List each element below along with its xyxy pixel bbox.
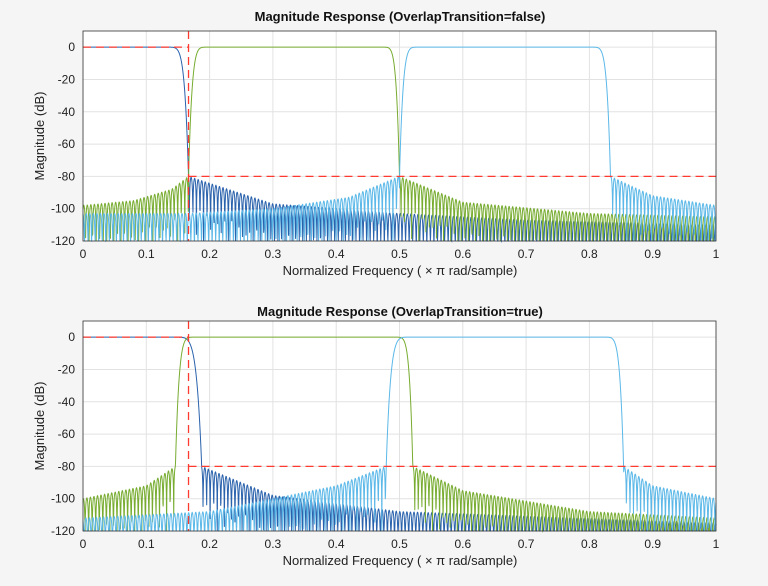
x-tick-label: 0.9 [644,537,661,551]
axes-box [82,30,717,242]
y-tick-label: -40 [58,105,76,119]
y-tick-label: -100 [51,202,75,216]
y-tick-label: -40 [58,395,76,409]
x-tick-label: 0.1 [138,537,155,551]
y-tick-label: -20 [58,72,76,86]
chart-title: Magnitude Response (OverlapTransition=fa… [255,9,546,24]
series-line-band3 [82,336,717,532]
axes-overlap-false: Magnitude Response (OverlapTransition=fa… [32,9,720,278]
x-tick-label: 1 [713,247,720,261]
x-tick-label: 0.7 [518,537,535,551]
axes-overlap-true: Magnitude Response (OverlapTransition=tr… [32,304,720,568]
y-tick-label: -60 [58,427,76,441]
x-tick-label: 0.3 [265,537,282,551]
x-tick-label: 0.9 [644,247,661,261]
y-axis-label: Magnitude (dB) [32,92,47,181]
y-axis-label: Magnitude (dB) [32,382,47,471]
x-tick-label: 0 [80,247,87,261]
x-tick-label: 1 [713,537,720,551]
y-tick-label: -100 [51,492,75,506]
y-tick-label: -120 [51,524,75,538]
y-tick-label: -20 [58,362,76,376]
x-tick-label: 0.4 [328,537,345,551]
x-tick-label: 0.6 [454,247,471,261]
x-tick-label: 0.6 [454,537,471,551]
y-tick-label: -60 [58,137,76,151]
x-tick-label: 0.4 [328,247,345,261]
y-tick-label: 0 [68,40,75,54]
x-tick-label: 0.2 [201,537,218,551]
x-tick-label: 0.8 [581,537,598,551]
chart-title: Magnitude Response (OverlapTransition=tr… [257,304,543,319]
x-tick-label: 0.2 [201,247,218,261]
x-tick-label: 0.7 [518,247,535,261]
y-tick-label: -120 [51,234,75,248]
x-tick-label: 0.3 [265,247,282,261]
x-tick-label: 0 [80,537,87,551]
y-tick-label: -80 [58,169,76,183]
x-tick-label: 0.5 [391,247,408,261]
spec-mask-line [83,31,716,241]
x-axis-label: Normalized Frequency ( × π rad/sample) [283,263,518,278]
x-tick-label: 0.5 [391,537,408,551]
y-tick-label: -80 [58,459,76,473]
y-tick-label: 0 [68,330,75,344]
x-axis-label: Normalized Frequency ( × π rad/sample) [283,553,518,568]
x-tick-label: 0.8 [581,247,598,261]
axes-box [82,320,717,532]
spec-mask-line [83,321,716,531]
x-tick-label: 0.1 [138,247,155,261]
